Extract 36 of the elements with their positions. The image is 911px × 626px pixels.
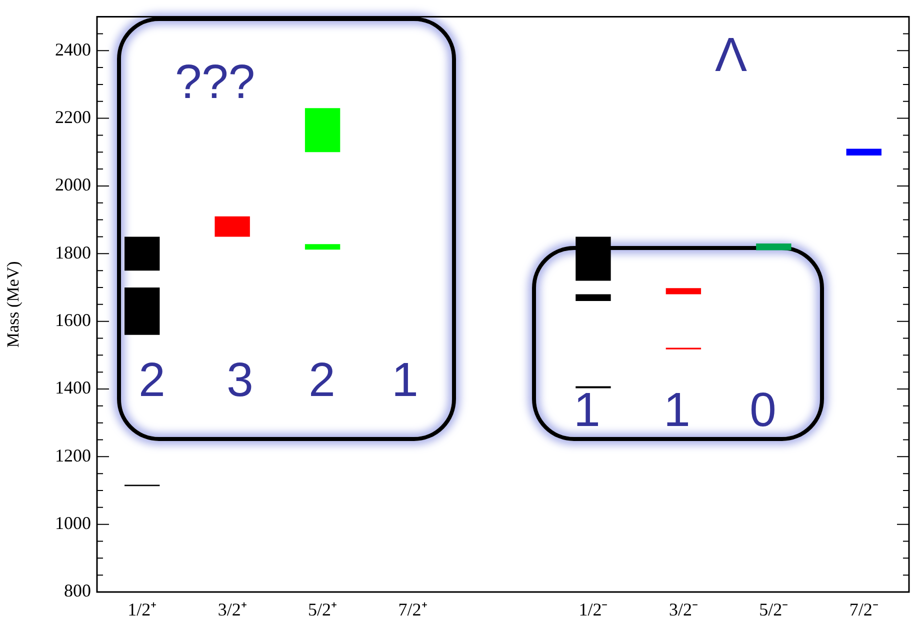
x-tick-label: 3/2⁻ [668,600,698,620]
y-tick-label: 1200 [55,445,91,466]
x-tick-label: 7/2⁻ [849,600,878,620]
y-tick-label: 1600 [55,310,91,330]
x-tick-label: 5/2⁺ [308,600,338,620]
annotation: 1 [664,384,690,438]
annotation: 2 [138,354,166,408]
bar [576,294,611,302]
annotation: 0 [750,384,776,438]
annotation: 1 [574,384,600,438]
y-tick-label: 1800 [55,242,91,262]
x-tick-label: 5/2⁻ [759,600,788,620]
bar [304,244,340,250]
y-tick-label: 2400 [55,39,91,60]
bar [214,216,250,237]
bar [576,236,611,281]
y-tick-label: 2000 [55,174,91,195]
annotation: 2 [308,354,336,408]
y-tick-label: 1000 [55,513,91,534]
bar [304,108,340,152]
y-tick-label: 800 [64,580,91,601]
x-tick-label: 1/2⁻ [578,600,608,620]
annotation: 1 [392,354,418,408]
bar [124,236,160,271]
x-tick-label: 7/2⁺ [398,600,428,620]
bar [846,148,882,156]
annotation: Λ [714,29,748,82]
y-axis-title: Mass (MeV) [4,261,23,348]
bar [124,287,160,335]
annotation: 3 [226,354,254,408]
bar [756,243,792,250]
y-tick-label: 1400 [55,378,91,398]
annotation: ??? [174,56,256,110]
x-tick-label: 1/2⁺ [128,600,157,620]
y-tick-label: 2200 [55,107,91,128]
x-tick-label: 3/2⁺ [218,600,247,620]
